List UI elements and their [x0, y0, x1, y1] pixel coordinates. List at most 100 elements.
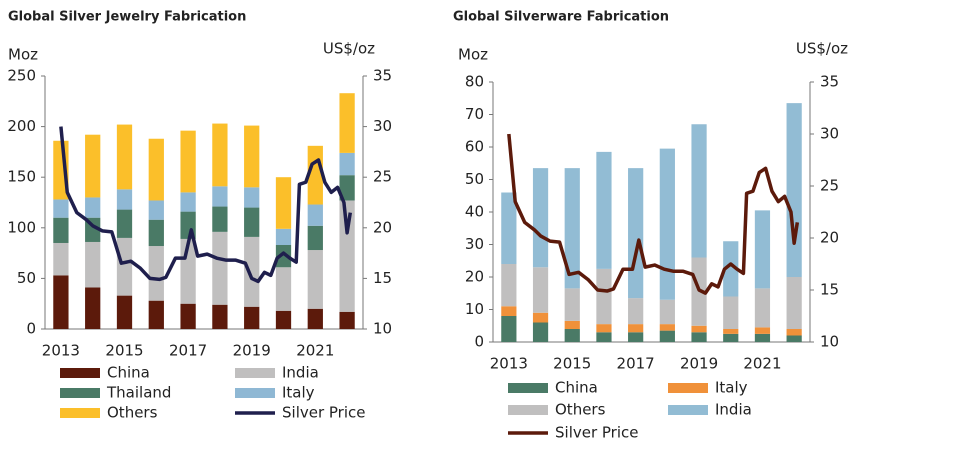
legend-label: Italy	[282, 384, 315, 402]
bar-segment	[786, 335, 802, 342]
y-tick-label: 10	[465, 300, 484, 318]
bar-segment	[307, 225, 323, 251]
bar-segment	[275, 310, 292, 329]
x-tick-label: 2017	[617, 355, 655, 373]
bar-segment	[212, 304, 228, 329]
bar-segment	[180, 303, 196, 329]
y2-tick-label: 10	[820, 333, 839, 351]
y-tick-label: 20	[465, 268, 484, 286]
y-tick-label: 80	[465, 73, 484, 91]
bar-segment	[116, 237, 133, 296]
y2-tick-label: 25	[373, 168, 392, 186]
y-tick-label: 30	[465, 235, 484, 253]
bar-segment	[85, 241, 101, 288]
bar-segment	[532, 312, 549, 323]
bar-segment	[339, 175, 355, 201]
bar-segment	[564, 320, 580, 329]
y2-tick-label: 35	[820, 73, 839, 91]
bar-segment	[53, 275, 69, 329]
x-tick-label: 2013	[42, 342, 80, 360]
legend-swatch	[235, 368, 275, 378]
bar-segment	[212, 123, 228, 187]
y-axis-label: Moz	[8, 46, 38, 64]
bar-segment	[53, 242, 69, 276]
y2-tick-label: 15	[820, 281, 839, 299]
bar-segment	[596, 151, 612, 269]
y-tick-label: 100	[7, 218, 36, 236]
bar-segment	[723, 329, 739, 334]
bar-segment	[564, 288, 580, 321]
bar-segment	[501, 306, 517, 316]
bar-segment	[148, 219, 164, 247]
bar-segment	[53, 199, 69, 218]
bar-segment	[723, 333, 739, 342]
bar-segment	[275, 228, 292, 246]
y2-tick-label: 15	[373, 269, 392, 287]
bar-segment	[116, 124, 133, 190]
bar-segment	[180, 130, 196, 193]
bar-segment	[754, 210, 771, 289]
bar-segment	[116, 295, 133, 329]
bar-segment	[180, 192, 196, 212]
legend-label: Others	[107, 404, 158, 422]
y2-tick-label: 30	[820, 125, 839, 143]
bar-segment	[244, 125, 260, 188]
bar-segment	[148, 200, 164, 220]
legend-label: India	[282, 364, 319, 382]
bar-segment	[212, 231, 228, 305]
y-tick-label: 70	[465, 105, 484, 123]
bar-segment	[501, 316, 517, 342]
x-tick-label: 2015	[105, 342, 143, 360]
chart-title: Global Silverware Fabrication	[453, 10, 669, 25]
x-tick-label: 2015	[553, 355, 591, 373]
bar-segment	[244, 306, 260, 329]
bar-segment	[564, 329, 580, 342]
bar-segment	[659, 330, 675, 342]
bar-segment	[148, 246, 164, 301]
bar-segment	[596, 332, 612, 342]
y-tick-label: 40	[465, 203, 484, 221]
price-line	[59, 126, 353, 284]
legend-label: Silver Price	[555, 424, 639, 442]
legend-swatch	[60, 368, 100, 378]
bar-segment	[501, 192, 517, 264]
bar-segment	[339, 93, 355, 153]
bar-segment	[754, 327, 771, 334]
y2-tick-label: 35	[373, 67, 392, 85]
bar-segment	[307, 250, 323, 309]
y2-tick-label: 30	[373, 117, 392, 135]
bar-segment	[307, 308, 323, 329]
y2-tick-label: 20	[373, 218, 392, 236]
legend-swatch	[508, 405, 548, 415]
x-tick-label: 2017	[169, 342, 207, 360]
y-tick-label: 50	[465, 170, 484, 188]
bar-segment	[628, 324, 644, 333]
bar-segment	[691, 325, 707, 333]
bar-segment	[275, 267, 292, 311]
y-tick-label: 60	[465, 138, 484, 156]
y-tick-label: 150	[7, 168, 36, 186]
x-tick-label: 2021	[743, 355, 781, 373]
bar-segment	[275, 245, 292, 268]
bar-segment	[85, 134, 101, 198]
legend-swatch	[668, 405, 708, 415]
bar-segment	[628, 168, 644, 299]
bar-segment	[723, 296, 739, 329]
legend-label: China	[555, 379, 598, 397]
bar-segment	[244, 187, 260, 208]
bar-segment	[596, 324, 612, 333]
y2-tick-label: 25	[820, 177, 839, 195]
y2-tick-label: 10	[373, 320, 392, 338]
bar-segment	[659, 299, 675, 325]
bar-segment	[532, 168, 549, 268]
legend-swatch	[60, 388, 100, 398]
bar-segment	[628, 332, 644, 342]
bar-segment	[244, 236, 260, 307]
legend-label: India	[715, 401, 752, 419]
legend-label: Thailand	[106, 384, 171, 402]
bar-segment	[723, 241, 739, 297]
bar-segment	[148, 300, 164, 329]
y2-axis-label: US$/oz	[796, 40, 848, 58]
y-axis-label: Moz	[458, 46, 488, 64]
